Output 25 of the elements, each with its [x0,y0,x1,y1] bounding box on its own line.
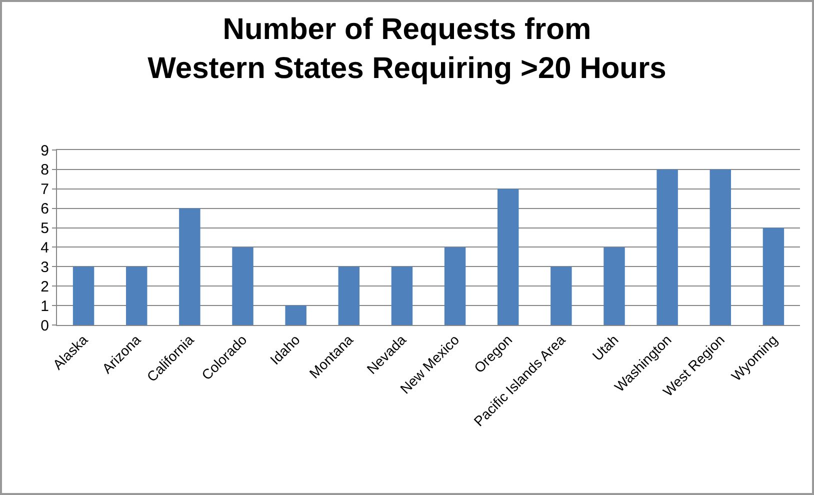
y-tick-label: 5 [40,220,49,238]
y-tick-label: 3 [40,258,49,276]
bar [444,247,466,325]
bar [762,228,784,325]
bar [126,266,148,325]
y-tick-label: 1 [40,298,49,315]
y-tick-label: 7 [40,181,49,198]
bar [550,266,572,325]
bar [604,247,625,325]
bar [179,208,200,325]
y-tick-label: 2 [40,278,49,296]
bar [497,188,519,325]
bar [656,169,678,325]
bar [391,266,413,325]
y-tick-label: 4 [40,239,49,256]
bar [72,266,94,325]
y-tick-label: 0 [40,317,49,334]
bar [338,266,360,325]
y-tick-label: 9 [40,142,49,160]
y-tick-label: 8 [40,162,49,179]
bar [232,247,254,325]
bar [285,306,306,325]
chart-title: Number of Requests from Western States Requiring >20 Hours [148,12,666,85]
y-tick-label: 6 [40,200,49,218]
bar [710,169,732,325]
